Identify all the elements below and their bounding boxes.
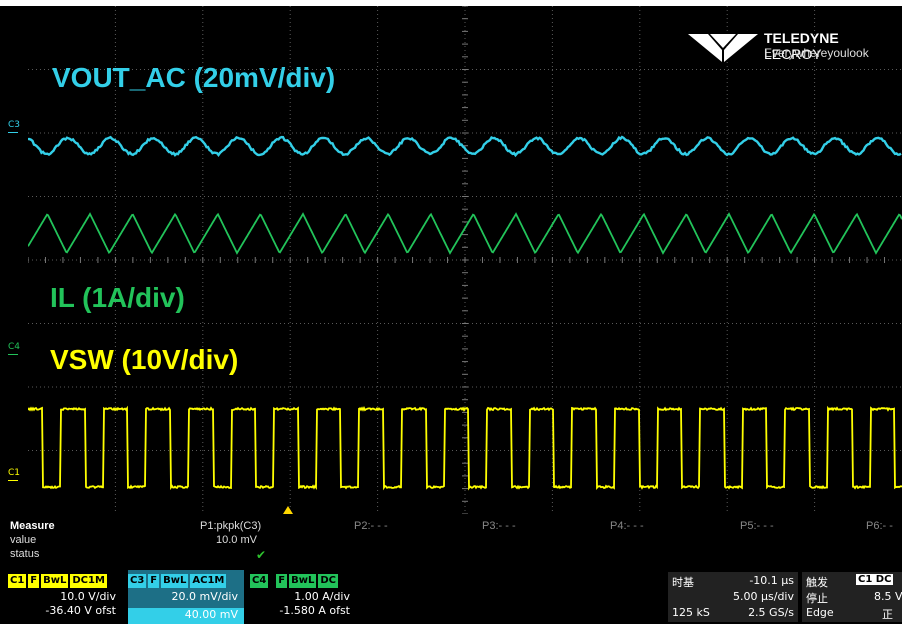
timebase-delay: -10.1 µs (749, 574, 794, 587)
vsw-label: VSW (10V/div) (50, 344, 238, 376)
trigger-position-icon[interactable] (283, 506, 293, 514)
timebase-descriptor[interactable]: 时基 -10.1 µs 5.00 µs/div 125 kS 2.5 GS/s (668, 572, 798, 622)
trigger-title: 触发 (806, 574, 828, 590)
trigger-source: C1 DC (856, 574, 893, 585)
p5-measure[interactable]: P5:- - - (740, 520, 774, 532)
trigger-state: 停止 (806, 590, 828, 606)
p1-measure[interactable]: P1:pkpk(C3) (200, 520, 261, 532)
c1-descriptor[interactable]: C1 F BwL DC1M 10.0 V/div -36.40 V ofst (8, 570, 122, 624)
p1-value: 10.0 mV (216, 534, 257, 546)
logo-tagline: Everywhereyoulook (764, 46, 869, 60)
timebase-rate: 2.5 GS/s (748, 606, 794, 619)
trigger-slope: 正 (882, 606, 893, 622)
oscilloscope-grid[interactable]: TELEDYNE LECROY Everywhereyoulook VOUT_A… (28, 6, 902, 514)
measure-panel[interactable]: Measure value status P1:pkpk(C3) 10.0 mV… (0, 514, 902, 570)
c3-vdiv: 20.0 mV/div (172, 590, 238, 603)
p4-measure[interactable]: P4:- - - (610, 520, 644, 532)
measure-value-row: value (10, 534, 36, 546)
p6-measure[interactable]: P6:- - (866, 520, 893, 532)
c1-marker[interactable]: C1 (8, 468, 20, 478)
trigger-descriptor[interactable]: 触发 C1 DC 停止 8.5 V Edge 正 (802, 572, 902, 622)
p1-status-check-icon: ✔ (256, 548, 266, 562)
c3-descriptor[interactable]: C3 F BwL AC1M 20.0 mV/div 40.00 mV (128, 570, 244, 624)
timebase-title: 时基 (672, 574, 694, 590)
timebase-samples: 125 kS (672, 606, 710, 619)
trigger-level: 8.5 V (874, 590, 902, 603)
vout-label: VOUT_AC (20mV/div) (52, 62, 335, 94)
il-label: IL (1A/div) (50, 282, 185, 314)
p2-measure[interactable]: P2:- - - (354, 520, 388, 532)
c1-offset: -36.40 V ofst (45, 604, 116, 617)
channel-marker-column: C3 C4 C1 (0, 6, 29, 514)
c4-descriptor[interactable]: C4 F BwL DC 1.00 A/div -1.580 A ofst (250, 570, 356, 624)
c4-offset: -1.580 A ofst (279, 604, 350, 617)
c4-adiv: 1.00 A/div (294, 590, 350, 603)
logo-mark-icon (688, 28, 758, 62)
measure-title: Measure (10, 520, 55, 532)
measure-status-row: status (10, 548, 39, 560)
trigger-type: Edge (806, 606, 834, 619)
p3-measure[interactable]: P3:- - - (482, 520, 516, 532)
c4-marker[interactable]: C4 (8, 342, 20, 352)
teledyne-lecroy-logo: TELEDYNE LECROY Everywhereyoulook (688, 28, 900, 64)
timebase-per-div: 5.00 µs/div (733, 590, 794, 603)
c1-vdiv: 10.0 V/div (60, 590, 116, 603)
descriptor-bar: C1 F BwL DC1M 10.0 V/div -36.40 V ofst C… (0, 570, 902, 624)
c3-offset: 40.00 mV (185, 608, 238, 621)
c3-marker[interactable]: C3 (8, 120, 20, 130)
